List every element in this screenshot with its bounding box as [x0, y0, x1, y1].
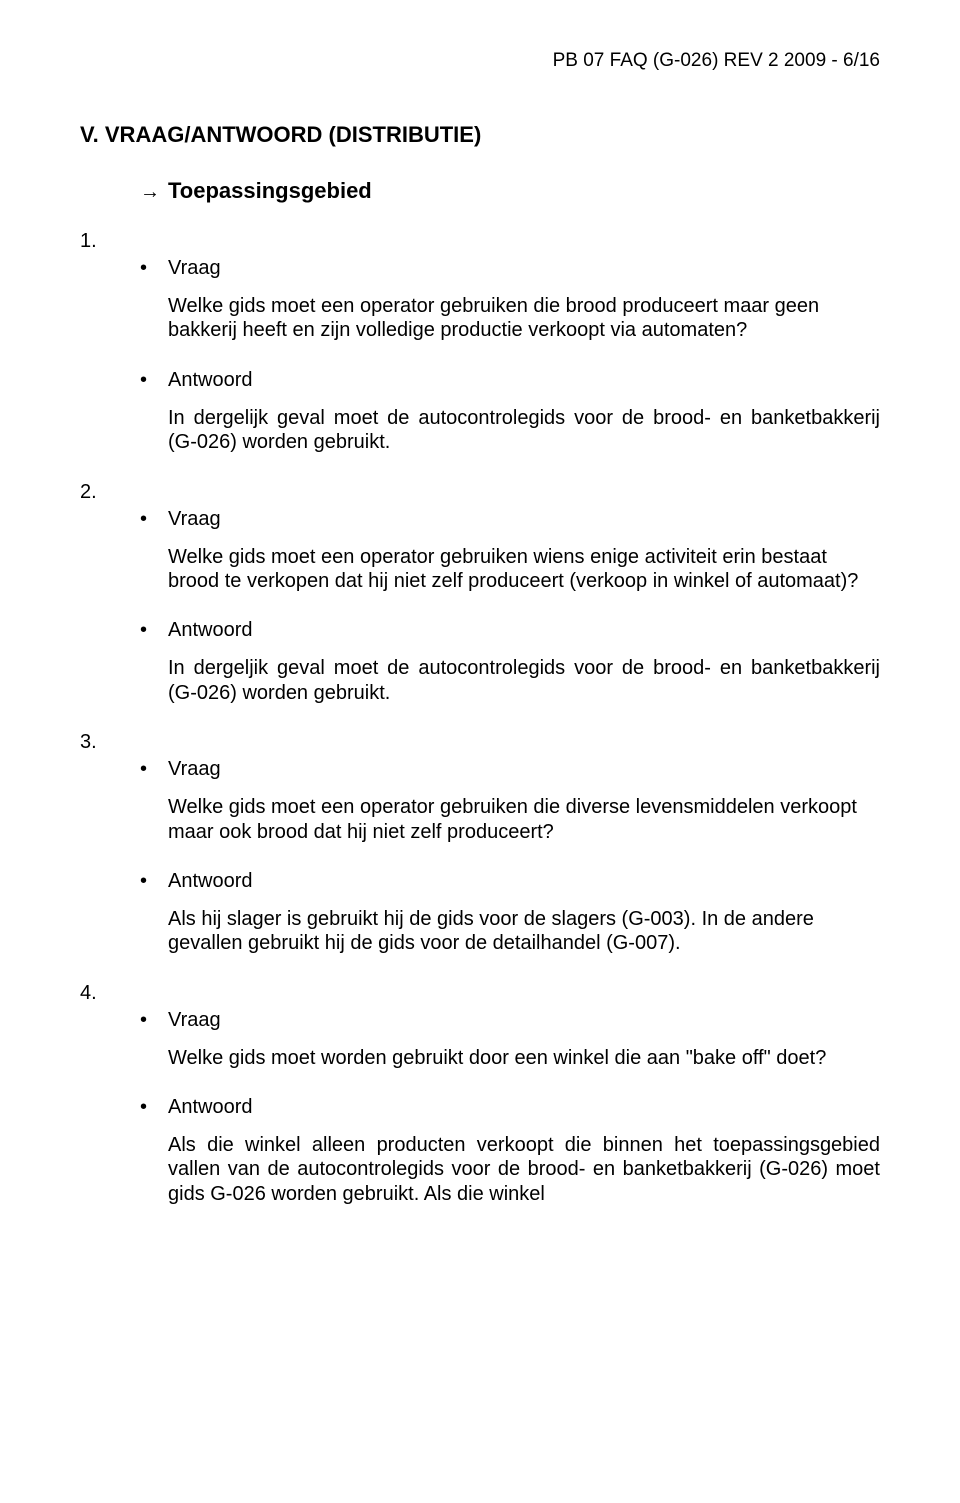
bullet-icon: • — [140, 258, 168, 278]
vraag-label-row: • Vraag — [140, 1009, 880, 1032]
item-number: 2. — [80, 481, 880, 504]
vraag-label: Vraag — [168, 257, 221, 280]
bullet-icon: • — [140, 370, 168, 390]
antwoord-label-row: • Antwoord — [140, 1096, 880, 1119]
vraag-body: Welke gids moet een operator gebruiken d… — [168, 795, 880, 844]
vraag-body: Welke gids moet worden gebruikt door een… — [168, 1046, 880, 1070]
item-number: 4. — [80, 982, 880, 1005]
bullet-icon: • — [140, 759, 168, 779]
page-header: PB 07 FAQ (G-026) REV 2 2009 - 6/16 — [80, 50, 880, 72]
item-number: 3. — [80, 731, 880, 754]
arrow-icon: → — [140, 181, 160, 204]
antwoord-body: In dergelijk geval moet de autocontroleg… — [168, 406, 880, 455]
section-heading: V. VRAAG/ANTWOORD (DISTRIBUTIE) — [80, 122, 880, 148]
vraag-body: Welke gids moet een operator gebruiken w… — [168, 545, 880, 594]
bullet-icon: • — [140, 509, 168, 529]
vraag-label: Vraag — [168, 758, 221, 781]
bullet-icon: • — [140, 871, 168, 891]
vraag-body: Welke gids moet een operator gebruiken d… — [168, 294, 880, 343]
item-number: 1. — [80, 230, 880, 253]
vraag-label-row: • Vraag — [140, 508, 880, 531]
bullet-icon: • — [140, 620, 168, 640]
antwoord-label-row: • Antwoord — [140, 619, 880, 642]
antwoord-label: Antwoord — [168, 619, 253, 642]
antwoord-body: Als hij slager is gebruikt hij de gids v… — [168, 907, 880, 956]
antwoord-body: In dergeljik geval moet de autocontroleg… — [168, 656, 880, 705]
vraag-label-row: • Vraag — [140, 758, 880, 781]
antwoord-label: Antwoord — [168, 1096, 253, 1119]
antwoord-label: Antwoord — [168, 870, 253, 893]
bullet-icon: • — [140, 1097, 168, 1117]
antwoord-label: Antwoord — [168, 369, 253, 392]
vraag-label-row: • Vraag — [140, 257, 880, 280]
antwoord-label-row: • Antwoord — [140, 870, 880, 893]
subheading-row: → Toepassingsgebied — [80, 178, 880, 204]
document-page: PB 07 FAQ (G-026) REV 2 2009 - 6/16 V. V… — [0, 0, 960, 1272]
vraag-label: Vraag — [168, 1009, 221, 1032]
vraag-label: Vraag — [168, 508, 221, 531]
antwoord-label-row: • Antwoord — [140, 369, 880, 392]
bullet-icon: • — [140, 1010, 168, 1030]
antwoord-body: Als die winkel alleen producten verkoopt… — [168, 1133, 880, 1206]
subheading-text: Toepassingsgebied — [168, 178, 372, 204]
